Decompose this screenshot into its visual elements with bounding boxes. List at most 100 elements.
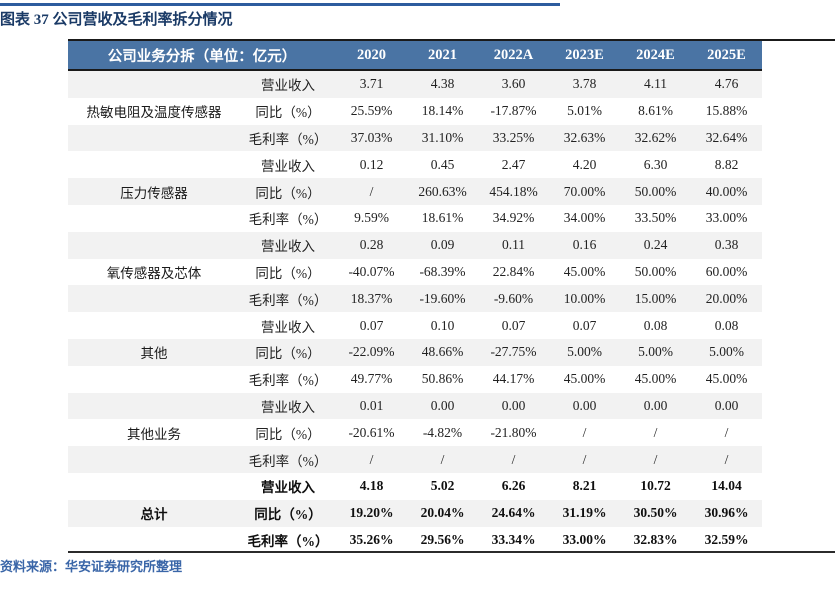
table-cell: 4.20 [572, 156, 597, 172]
table-cell: 0.07 [572, 317, 597, 333]
table-cell: 5.01% [567, 103, 602, 119]
table-cell: 0.11 [478, 231, 549, 259]
group-label: 热敏电阻及温度传感器 [86, 105, 222, 121]
table-cell: -40.07% [348, 263, 395, 279]
table-row: 毛利率（%） 37.03% 31.10% 33.25% 32.63% 32.62… [68, 124, 762, 152]
table-cell: 50.86% [421, 371, 464, 387]
table-cell: -19.60% [407, 285, 478, 313]
table-cell: 5.00% [691, 338, 762, 366]
table-cell: 8.61% [638, 103, 673, 119]
group-label-cell [68, 527, 240, 554]
table-cell: 32.63% [549, 124, 620, 152]
table-cell: 40.00% [691, 178, 762, 205]
table-cell: 35.26% [349, 531, 394, 547]
table-cell: 0.28 [336, 231, 407, 259]
table-cell: 0.00 [691, 392, 762, 420]
total-row: 总计 同比（%） 19.20% 20.04% 24.64% 31.19% 30.… [68, 499, 762, 527]
page-top-rule [0, 3, 560, 6]
table-row: 氧传感器及芯体 同比（%） -40.07% -68.39% 22.84% 45.… [68, 259, 762, 286]
table-cell: 18.37% [336, 285, 407, 313]
table-cell: 33.25% [478, 124, 549, 152]
table-cell: 31.19% [549, 499, 620, 527]
table-cell: 19.20% [336, 499, 407, 527]
table-cell: 0.09 [407, 231, 478, 259]
table-cell: 50.00% [634, 263, 677, 279]
table-cell: 70.00% [549, 178, 620, 205]
table-cell: 0.08 [714, 317, 739, 333]
table-cell: 33.00% [562, 531, 607, 547]
column-header-2025e: 2025E [691, 41, 762, 71]
table-cell: -27.75% [478, 338, 549, 366]
table-cell: 0.00 [620, 392, 691, 420]
group-label: 氧传感器及芯体 [106, 265, 202, 281]
table-cell: 2.47 [501, 156, 526, 172]
column-header-2020: 2020 [336, 41, 407, 71]
table-cell: / [582, 424, 587, 440]
table-cell: 45.00% [563, 263, 606, 279]
metric-label: 同比（%） [255, 426, 321, 442]
table-header-row: 公司业务分拆（单位：亿元） 2020 2021 2022A 2023E 2024… [68, 41, 762, 71]
table-cell: 260.63% [407, 178, 478, 205]
table-cell: 5.00% [620, 338, 691, 366]
table-cell: 31.10% [407, 124, 478, 152]
table-cell: 30.50% [620, 499, 691, 527]
group-label-cell [68, 392, 240, 420]
metric-label: 营业收入 [240, 231, 336, 259]
group-label-cell [68, 124, 240, 152]
table-row: 压力传感器 同比（%） / 260.63% 454.18% 70.00% 50.… [68, 178, 762, 205]
table-cell: 0.24 [620, 231, 691, 259]
table-row: 其他 同比（%） -22.09% 48.66% -27.75% 5.00% 5.… [68, 338, 762, 366]
table-cell: 30.96% [691, 499, 762, 527]
group-label-cell [68, 473, 240, 500]
metric-label: 同比（%） [240, 499, 336, 527]
table-cell: 3.60 [478, 70, 549, 98]
table-cell: 0.07 [359, 317, 384, 333]
column-header-2022a: 2022A [478, 41, 549, 71]
table-cell: 45.00% [634, 371, 677, 387]
table-cell: 9.59% [354, 210, 389, 226]
metric-label: 营业收入 [261, 319, 315, 335]
table-row: 营业收入 0.07 0.10 0.07 0.07 0.08 0.08 [68, 312, 762, 339]
table-cell: 8.82 [714, 156, 739, 172]
table-cell: / [691, 446, 762, 473]
table-cell: 0.10 [430, 317, 455, 333]
table-cell: 10.00% [549, 285, 620, 313]
table-cell: 50.00% [620, 178, 691, 205]
table-cell: 32.59% [704, 531, 749, 547]
group-label: 其他业务 [127, 426, 181, 442]
table-cell: 4.11 [620, 70, 691, 98]
table-cell: 33.50% [634, 210, 677, 226]
metric-label: 营业收入 [240, 70, 336, 98]
metric-label: 营业收入 [240, 392, 336, 420]
table-cell: 32.62% [620, 124, 691, 152]
business-split-table: 公司业务分拆（单位：亿元） 2020 2021 2022A 2023E 2024… [68, 41, 762, 553]
table-cell: 4.76 [691, 70, 762, 98]
table-cell: 34.92% [492, 210, 535, 226]
table-row: 毛利率（%） 9.59% 18.61% 34.92% 34.00% 33.50%… [68, 205, 762, 232]
table-row: 营业收入 0.12 0.45 2.47 4.20 6.30 8.82 [68, 151, 762, 178]
table-cell: 48.66% [407, 338, 478, 366]
table-cell: -9.60% [478, 285, 549, 313]
table-cell: 45.00% [563, 371, 606, 387]
source-note: 资料来源：华安证券研究所整理 [0, 559, 183, 574]
metric-label: 毛利率（%） [248, 373, 328, 389]
metric-label: 同比（%） [240, 178, 336, 205]
table-cell: 4.38 [407, 70, 478, 98]
total-row: 营业收入 4.18 5.02 6.26 8.21 10.72 14.04 [68, 473, 762, 500]
group-label-cell [68, 446, 240, 473]
table-cell: / [407, 446, 478, 473]
metric-label: 同比（%） [255, 265, 321, 281]
group-label-cell [68, 285, 240, 313]
table-row: 其他业务 同比（%） -20.61% -4.82% -21.80% / / / [68, 419, 762, 446]
table-cell: 10.72 [640, 478, 671, 494]
table-cell: -21.80% [490, 424, 537, 440]
table-cell: 0.00 [478, 392, 549, 420]
metric-label: 毛利率（%） [240, 446, 336, 473]
table-cell: 18.61% [421, 210, 464, 226]
table-row: 毛利率（%） 49.77% 50.86% 44.17% 45.00% 45.00… [68, 366, 762, 393]
table-cell: 454.18% [478, 178, 549, 205]
table-row: 毛利率（%） 18.37% -19.60% -9.60% 10.00% 15.0… [68, 285, 762, 313]
table-cell: 20.04% [407, 499, 478, 527]
metric-label: 毛利率（%） [248, 212, 328, 228]
table-cell: 20.00% [691, 285, 762, 313]
